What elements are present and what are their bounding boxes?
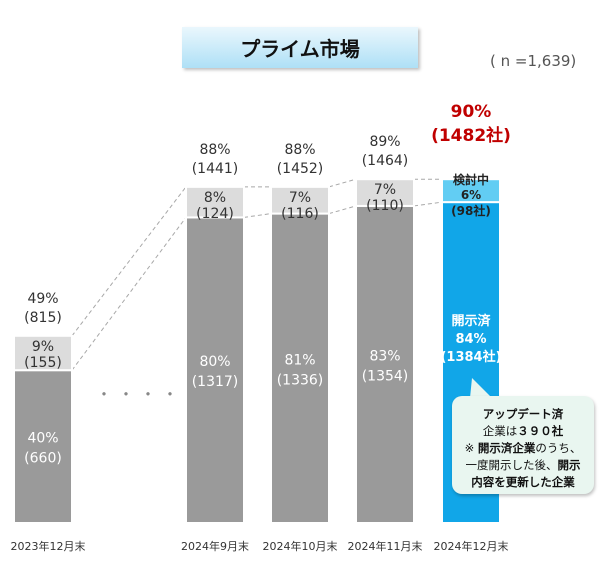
connector-divider-1 xyxy=(243,213,272,218)
label-total-count-2: (1452) xyxy=(277,161,324,177)
connector-divider-3 xyxy=(413,201,443,207)
label-considering-pct-0: 9% xyxy=(32,339,54,355)
label-total-pct-2: 88% xyxy=(284,142,315,158)
label-considering-count-3: (110) xyxy=(366,198,404,214)
label-disclosed-pct-0: 40% xyxy=(27,431,58,447)
label-total-pct-0: 49% xyxy=(27,291,58,307)
x-tick-label-1: 2024年9月末 xyxy=(181,539,249,553)
label-total-count-0: (815) xyxy=(24,310,62,326)
chart-title: プライム市場 xyxy=(182,27,418,68)
x-tick-label-3: 2024年11月末 xyxy=(348,539,423,553)
label-considering-count-0: (155) xyxy=(24,355,62,371)
label-total-count-1: (1441) xyxy=(192,161,239,177)
x-tick-label-0: 2023年12月末 xyxy=(11,539,86,553)
label-considering-pct-4: 6% xyxy=(461,188,481,202)
label-considering-pct-3: 7% xyxy=(374,182,396,198)
bar-considering-1 xyxy=(185,185,245,219)
label-disclosed-count-2: (1336) xyxy=(277,372,324,388)
label-total-count-3: (1464) xyxy=(362,153,409,169)
callout-line-5: 内容を更新した企業 xyxy=(471,475,575,489)
callout-line-4: 一度開示した後、開示 xyxy=(465,458,581,472)
connector-divider-2 xyxy=(328,205,357,215)
callout-line-3: ※ 開示済企業のうち、 xyxy=(464,441,582,455)
bar-considering-4 xyxy=(441,178,501,204)
bar-disclosed-1 xyxy=(185,216,245,524)
label-disclosed-pct-1: 80% xyxy=(199,354,230,370)
connector-divider-0 xyxy=(71,217,187,371)
label-disclosed-pct-3: 83% xyxy=(369,348,400,364)
callout-line-2: 企業は３９０社 xyxy=(482,424,564,438)
sample-size-note: ( n =1,639) xyxy=(490,52,577,70)
bar-disclosed-0 xyxy=(13,369,73,525)
label-total-count-4: (1482社) xyxy=(431,125,511,146)
bar-disclosed-2 xyxy=(270,212,330,525)
bar-disclosed-3 xyxy=(355,204,415,524)
label-disclosed-count-0: (660) xyxy=(24,451,62,467)
connector-top-2 xyxy=(328,178,357,188)
label-total-pct-3: 89% xyxy=(369,134,400,150)
label-considering-pct-2: 7% xyxy=(289,190,311,206)
label-total-pct-1: 88% xyxy=(199,142,230,158)
label-disclosed-count-1: (1317) xyxy=(192,374,239,390)
x-tick-label-4: 2024年12月末 xyxy=(434,539,509,553)
bar-considering-0 xyxy=(13,334,73,372)
bar-considering-3 xyxy=(355,178,415,207)
gap-ellipsis: ・・・・ xyxy=(96,385,184,404)
label-disclosed-count-4: (1384社) xyxy=(440,349,501,365)
label-considering-count-1: (124) xyxy=(196,206,234,222)
connector-top-0 xyxy=(71,186,187,337)
label-considering-name: 検討中 xyxy=(453,172,489,187)
label-considering-pct-1: 8% xyxy=(204,190,226,206)
x-tick-label-2: 2024年10月末 xyxy=(263,539,338,553)
label-considering-count-2: (116) xyxy=(281,206,319,222)
label-total-pct-4: 90% xyxy=(451,102,492,122)
label-disclosed-name: 開示済 xyxy=(451,313,491,329)
bar-considering-2 xyxy=(270,185,330,215)
label-disclosed-count-3: (1354) xyxy=(362,368,409,384)
label-considering-count-4: (98社) xyxy=(451,203,491,218)
label-disclosed-pct-2: 81% xyxy=(284,352,315,368)
label-disclosed-pct-4: 84% xyxy=(455,332,486,347)
update-callout: アップデート済 企業は３９０社 ※ 開示済企業のうち、 一度開示した後、開示 内… xyxy=(452,396,594,494)
callout-pointer xyxy=(470,378,492,398)
callout-line-1: アップデート済 xyxy=(482,407,564,421)
